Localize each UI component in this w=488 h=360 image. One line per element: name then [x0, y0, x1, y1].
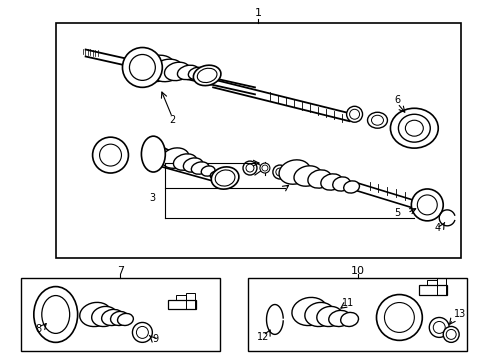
- Ellipse shape: [164, 62, 190, 81]
- Bar: [247, 278, 466, 351]
- Text: 11: 11: [341, 297, 353, 307]
- Ellipse shape: [428, 318, 448, 337]
- Bar: [427, 280, 436, 285]
- Ellipse shape: [304, 302, 334, 327]
- Ellipse shape: [262, 165, 267, 171]
- Ellipse shape: [245, 164, 253, 172]
- Ellipse shape: [110, 311, 128, 325]
- Ellipse shape: [243, 161, 256, 175]
- Ellipse shape: [293, 166, 321, 186]
- Ellipse shape: [291, 297, 327, 325]
- Text: 4: 4: [433, 223, 440, 233]
- Text: 2: 2: [169, 115, 175, 125]
- Ellipse shape: [177, 65, 199, 80]
- Bar: [436, 278, 446, 294]
- Ellipse shape: [34, 287, 78, 342]
- Text: 9: 9: [152, 334, 158, 345]
- Bar: [168, 300, 196, 310]
- Ellipse shape: [117, 314, 133, 325]
- Ellipse shape: [398, 114, 429, 142]
- Ellipse shape: [80, 302, 111, 327]
- Ellipse shape: [346, 106, 362, 122]
- Ellipse shape: [260, 163, 269, 173]
- Ellipse shape: [140, 55, 175, 82]
- Ellipse shape: [191, 162, 208, 174]
- Ellipse shape: [211, 167, 239, 189]
- Bar: [21, 278, 220, 351]
- Text: 6: 6: [393, 95, 400, 105]
- Text: 13: 13: [453, 310, 466, 319]
- Ellipse shape: [188, 67, 205, 80]
- Ellipse shape: [410, 189, 442, 221]
- Bar: [56, 23, 460, 258]
- Ellipse shape: [279, 160, 310, 184]
- Ellipse shape: [343, 181, 359, 193]
- Bar: [419, 285, 447, 294]
- Ellipse shape: [389, 108, 437, 148]
- Ellipse shape: [141, 136, 165, 172]
- Ellipse shape: [272, 165, 286, 179]
- Text: 8: 8: [36, 324, 42, 334]
- Ellipse shape: [183, 158, 203, 172]
- Ellipse shape: [384, 302, 413, 332]
- Ellipse shape: [100, 144, 121, 166]
- Ellipse shape: [173, 154, 197, 170]
- Ellipse shape: [122, 48, 162, 87]
- Ellipse shape: [197, 68, 217, 82]
- Ellipse shape: [193, 65, 221, 86]
- Ellipse shape: [210, 171, 222, 179]
- Ellipse shape: [41, 296, 69, 333]
- Ellipse shape: [102, 309, 123, 325]
- Ellipse shape: [367, 112, 386, 128]
- Ellipse shape: [340, 312, 358, 327]
- Text: 5: 5: [393, 208, 400, 218]
- Ellipse shape: [151, 59, 183, 82]
- Ellipse shape: [371, 115, 383, 125]
- Ellipse shape: [91, 306, 117, 327]
- Ellipse shape: [132, 323, 152, 342]
- Ellipse shape: [215, 170, 234, 186]
- Bar: [176, 294, 186, 300]
- Ellipse shape: [376, 294, 422, 340]
- Ellipse shape: [405, 120, 423, 136]
- Text: 10: 10: [350, 266, 364, 276]
- Ellipse shape: [161, 148, 189, 168]
- Text: 7: 7: [117, 266, 124, 276]
- Ellipse shape: [92, 137, 128, 173]
- Ellipse shape: [201, 166, 215, 176]
- Ellipse shape: [332, 177, 350, 191]
- Ellipse shape: [129, 54, 155, 80]
- Ellipse shape: [349, 109, 359, 119]
- Ellipse shape: [307, 170, 331, 188]
- Ellipse shape: [316, 306, 342, 327]
- Ellipse shape: [320, 174, 342, 190]
- Ellipse shape: [136, 327, 148, 338]
- Bar: [186, 293, 195, 310]
- Ellipse shape: [432, 321, 444, 333]
- Text: 3: 3: [149, 193, 155, 203]
- Ellipse shape: [446, 329, 455, 339]
- Text: 1: 1: [254, 8, 261, 18]
- Text: 12: 12: [256, 332, 268, 342]
- Ellipse shape: [442, 327, 458, 342]
- Ellipse shape: [328, 310, 350, 327]
- Ellipse shape: [275, 168, 283, 176]
- Ellipse shape: [416, 195, 436, 215]
